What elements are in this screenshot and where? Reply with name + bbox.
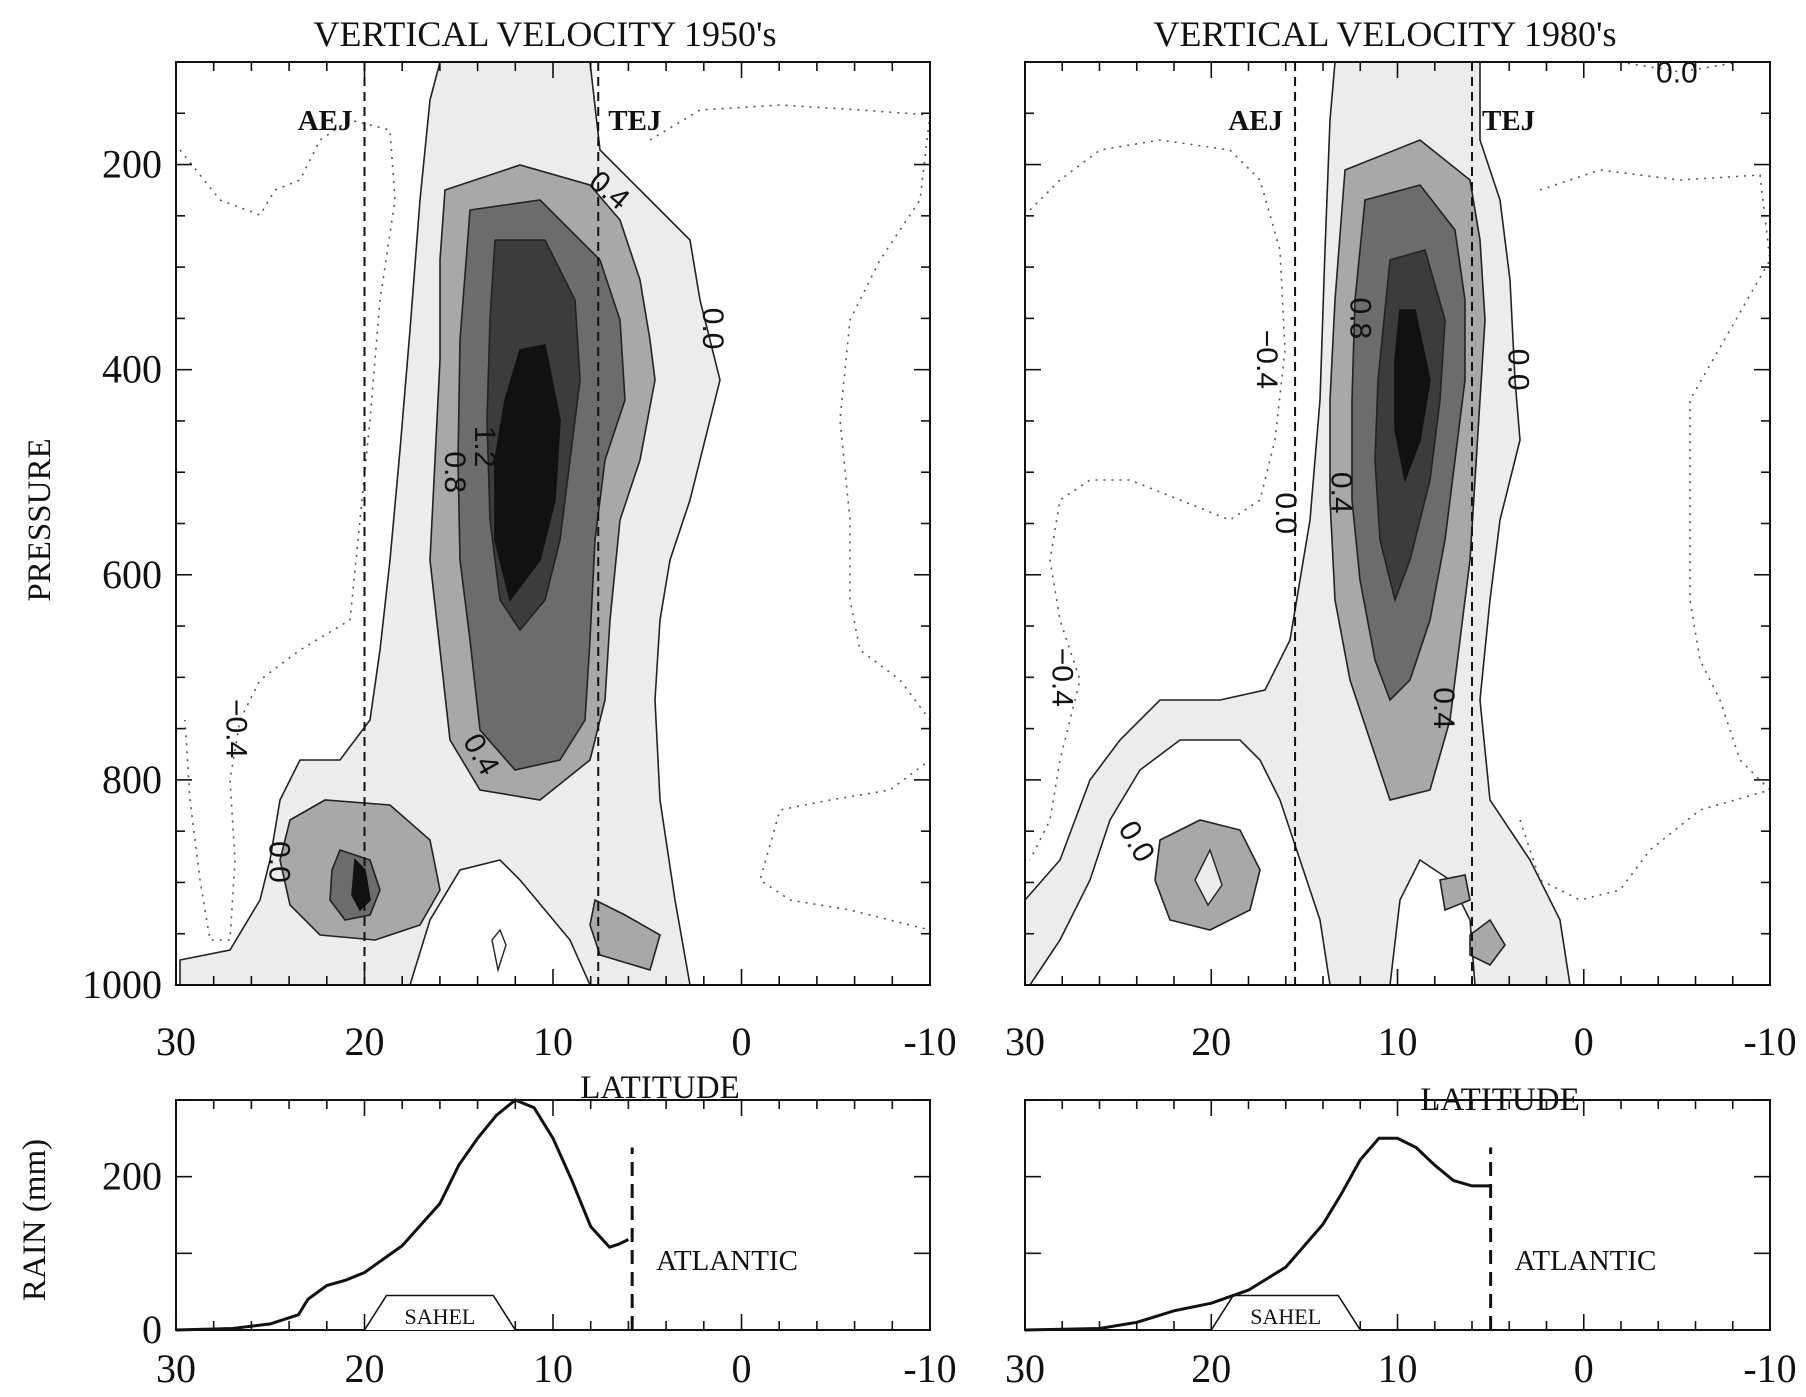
axes-frame-1950s: 30 20 10 0 -10 200 400 600 800 1000	[82, 61, 957, 1064]
contour-label: 0.4	[1325, 472, 1358, 514]
y-tick-label: 1000	[82, 962, 162, 1007]
y-tick-label: 200	[102, 142, 162, 187]
x-tick-label: 10	[533, 1019, 573, 1064]
contour-label: 0.8	[438, 451, 471, 493]
contour-label: −0.4	[1045, 648, 1078, 707]
rain-line-1950s	[175, 1098, 630, 1332]
x-tick-label: -10	[903, 1346, 956, 1391]
atlantic-marker-1980s: ATLANTIC	[1489, 1147, 1657, 1330]
plot-frame	[1024, 1099, 1771, 1331]
x-tick-label: 10	[533, 1346, 573, 1391]
y-tick-label: 800	[102, 757, 162, 802]
contour-labels-1950s: 0.40.00.81.20.4−0.40.0	[219, 165, 729, 883]
contour-label: 0.0	[696, 308, 729, 350]
rain-panel-1980s: 30 20 10 0 -10 SAHEL ATLANTIC	[1005, 1099, 1797, 1391]
contour-label: 0.4	[1427, 687, 1460, 729]
contour-labels-1980s: 0.0 0.8 −0.4 0.0 0.4 0.0 −0.4 0.4 0.0	[1045, 56, 1698, 868]
contour-0.4-region-s2	[1469, 918, 1506, 967]
y-tick-label: 0	[142, 1307, 162, 1352]
contour-small-lens	[491, 928, 507, 973]
rain-line-1980s	[1024, 1136, 1491, 1332]
x-tick-label: 0	[732, 1346, 752, 1391]
atlantic-label: ATLANTIC	[656, 1245, 798, 1277]
plot-frame	[175, 1099, 931, 1331]
contour-label: −0.4	[219, 699, 252, 758]
x-tick-label: 30	[156, 1346, 196, 1391]
contour-label: −0.4	[1250, 330, 1283, 389]
y-axis-label-rain: RAIN (mm)	[17, 1139, 53, 1301]
jet-label-tej: TEJ	[1482, 105, 1535, 137]
contour-neg0.4-line-east	[649, 104, 931, 931]
atlantic-label: ATLANTIC	[1515, 1245, 1657, 1277]
x-tick-label: -10	[1743, 1019, 1796, 1064]
sahel-band	[1210, 1294, 1361, 1331]
contour-1.6-region	[494, 344, 561, 602]
rain-panel-1950s: 30 20 10 0 -10 0 200 SAHEL ATLANTIC RAIN (mm)	[17, 1098, 957, 1391]
contour-0.4-region-s	[589, 898, 661, 971]
panel-1950s: VERTICAL VELOCITY 1950's 30 20 10 0 -10 200 40…	[22, 14, 957, 1106]
jet-lines-1950s: AEJ TEJ	[298, 62, 661, 985]
x-tick-label: 30	[1005, 1019, 1045, 1064]
x-tick-label: 30	[156, 1019, 196, 1064]
y-tick-label: 600	[102, 552, 162, 597]
sahel-band	[363, 1294, 516, 1331]
x-tick-label: 0	[1574, 1346, 1594, 1391]
contour-label: 0.0	[1656, 56, 1698, 89]
x-tick-label: 10	[1378, 1346, 1418, 1391]
x-tick-label: 20	[345, 1019, 385, 1064]
x-tick-label: 30	[1005, 1346, 1045, 1391]
y-axis-label-pressure: PRESSURE	[22, 438, 58, 601]
contour-label: 0.0	[1269, 492, 1302, 534]
panel-title-1950s: VERTICAL VELOCITY 1950's	[314, 14, 777, 54]
contour-label: 0.0	[1112, 815, 1161, 868]
jet-label-aej: AEJ	[1228, 105, 1283, 137]
contour-small-lens	[1194, 848, 1223, 907]
contour-label: 0.0	[263, 841, 296, 883]
x-tick-label: 20	[1191, 1346, 1231, 1391]
x-tick-label: 20	[1191, 1019, 1231, 1064]
rain-axes-frame-1980s: 30 20 10 0 -10	[1005, 1099, 1797, 1391]
contour-0.4-region-s	[1439, 874, 1471, 912]
contour-neg0.4-line	[179, 119, 396, 941]
contour-neg0.4-line-east	[1519, 169, 1772, 901]
axes-frame-1980s: 30 20 10 0 -10	[1005, 61, 1797, 1064]
jet-lines-1980s: AEJ TEJ	[1228, 62, 1535, 985]
contour-label: 0.0	[1502, 349, 1535, 391]
contour-label: 0.8	[1343, 298, 1376, 340]
contour-label: 1.2	[468, 426, 501, 468]
jet-label-aej: AEJ	[298, 105, 353, 137]
sahel-label: SAHEL	[1250, 1304, 1321, 1329]
rain-axes-frame-1950s: 30 20 10 0 -10 0 200	[102, 1099, 957, 1391]
x-tick-label: 10	[1378, 1019, 1418, 1064]
contour-neg0.4-line	[1029, 139, 1286, 861]
x-tick-label: 0	[732, 1019, 752, 1064]
panel-1980s: VERTICAL VELOCITY 1980's 30 20 10 0 -10 AEJ T…	[1005, 14, 1797, 1118]
y-tick-label: 200	[102, 1154, 162, 1199]
jet-label-tej: TEJ	[608, 105, 661, 137]
panel-title-1980s: VERTICAL VELOCITY 1980's	[1154, 14, 1617, 54]
sahel-region-1980s: SAHEL	[1210, 1294, 1361, 1331]
atlantic-marker-1950s: ATLANTIC	[630, 1147, 798, 1330]
x-tick-label: -10	[903, 1019, 956, 1064]
sahel-label: SAHEL	[404, 1304, 475, 1329]
x-tick-label: 20	[345, 1346, 385, 1391]
sahel-region-1950s: SAHEL	[363, 1294, 516, 1331]
x-tick-label: -10	[1743, 1346, 1796, 1391]
x-tick-label: 0	[1574, 1019, 1594, 1064]
contour-fill-1980s	[1024, 61, 1772, 986]
y-tick-label: 400	[102, 347, 162, 392]
contour-1.6-region	[1394, 309, 1431, 483]
